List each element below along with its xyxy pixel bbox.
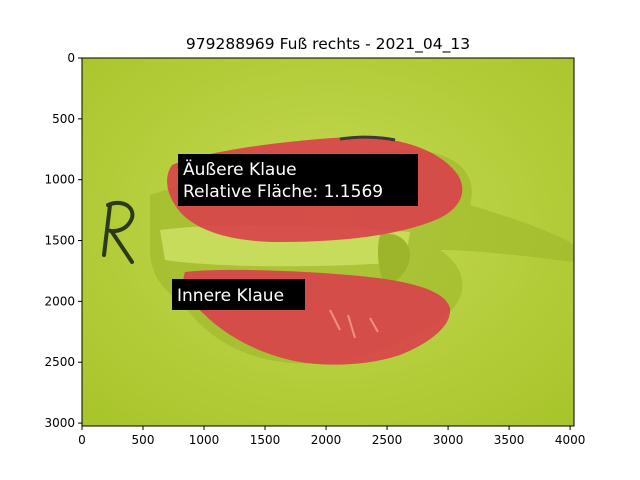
x-tick-label: 3000: [433, 433, 464, 447]
x-tick-label: 1500: [250, 433, 281, 447]
outer-claw-edge: [339, 135, 396, 142]
y-tick-label: 2500: [44, 355, 75, 369]
photo: [82, 58, 574, 426]
x-tick-label: 500: [132, 433, 155, 447]
annotation-outer-claw: Äußere Klaue Relative Fläche: 1.1569: [178, 154, 418, 206]
y-tick-label: 3000: [44, 416, 75, 430]
y-axis: 0 500 1000 1500 2000 2500 3000: [44, 51, 82, 430]
y-tick-label: 0: [67, 51, 75, 65]
annotation-outer-claw-line2: Relative Fläche: 1.1569: [183, 182, 383, 202]
y-tick-label: 1000: [44, 173, 75, 187]
x-axis: 0 500 1000 1500 2000 2500 3000 3500 4000: [78, 426, 585, 447]
x-tick-label: 2500: [372, 433, 403, 447]
x-tick-label: 4000: [555, 433, 586, 447]
annotation-outer-claw-line1: Äußere Klaue: [183, 159, 297, 180]
axes-frame: [81, 57, 575, 427]
annotation-inner-claw-box: [172, 279, 305, 310]
marking-letter-r: [102, 201, 135, 264]
y-tick-label: 1500: [44, 234, 75, 248]
y-tick-label: 2000: [44, 294, 75, 308]
x-tick-label: 0: [78, 433, 86, 447]
annotation-inner-claw-line1: Innere Klaue: [177, 286, 284, 306]
plot-title: 979288969 Fuß rechts - 2021_04_13: [186, 35, 470, 54]
annotation-outer-claw-box: [178, 154, 418, 206]
heel-fold: [377, 233, 410, 285]
annotation-inner-claw: Innere Klaue: [172, 279, 305, 310]
x-tick-label: 2000: [311, 433, 342, 447]
x-tick-label: 3500: [494, 433, 525, 447]
inner-claw-scratches: [329, 309, 379, 339]
x-tick-label: 1000: [189, 433, 220, 447]
y-tick-label: 500: [52, 112, 75, 126]
